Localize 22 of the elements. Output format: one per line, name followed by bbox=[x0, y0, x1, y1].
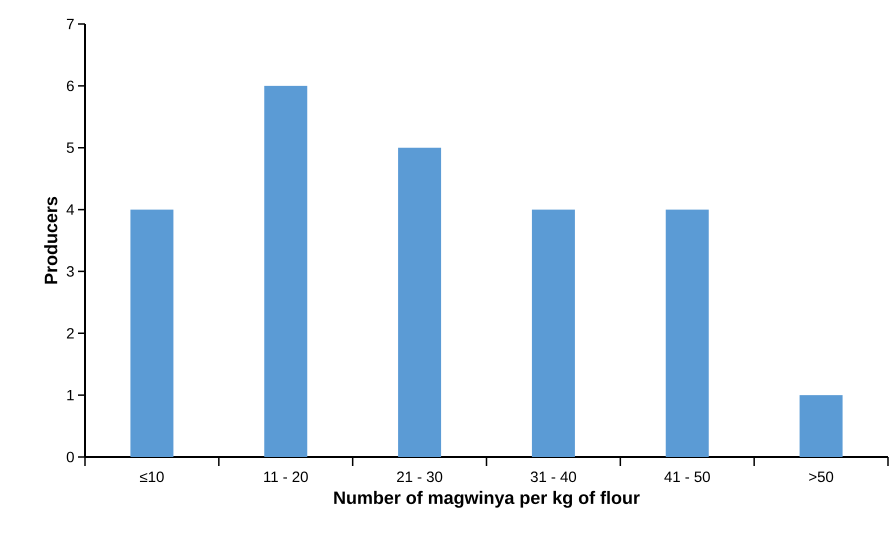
y-tick-label: 3 bbox=[66, 266, 74, 277]
y-tick-label: 6 bbox=[66, 80, 74, 92]
x-tick-label: 31 - 40 bbox=[530, 472, 576, 482]
x-axis-title: Number of magwinya per kg of flour bbox=[334, 490, 640, 508]
bar bbox=[264, 86, 308, 457]
bar bbox=[800, 395, 843, 457]
bar bbox=[666, 210, 709, 457]
x-tick-label: 41 - 50 bbox=[664, 472, 710, 482]
x-tick-label: ≤10 bbox=[140, 472, 164, 482]
bar bbox=[398, 148, 442, 457]
y-axis-title: Producers bbox=[44, 196, 58, 284]
y-tick-label: 2 bbox=[66, 328, 74, 339]
x-tick-label: 21 - 30 bbox=[397, 472, 442, 482]
y-tick-label: 7 bbox=[66, 18, 74, 30]
y-tick-label: 5 bbox=[66, 142, 74, 153]
x-tick-label: >50 bbox=[809, 472, 834, 482]
y-tick-label: 4 bbox=[66, 204, 74, 215]
bar bbox=[532, 210, 575, 457]
bar bbox=[130, 210, 174, 457]
y-tick-label: 0 bbox=[66, 452, 74, 462]
x-tick-label: 11 - 20 bbox=[264, 472, 308, 482]
y-tick-label: 1 bbox=[67, 390, 74, 400]
